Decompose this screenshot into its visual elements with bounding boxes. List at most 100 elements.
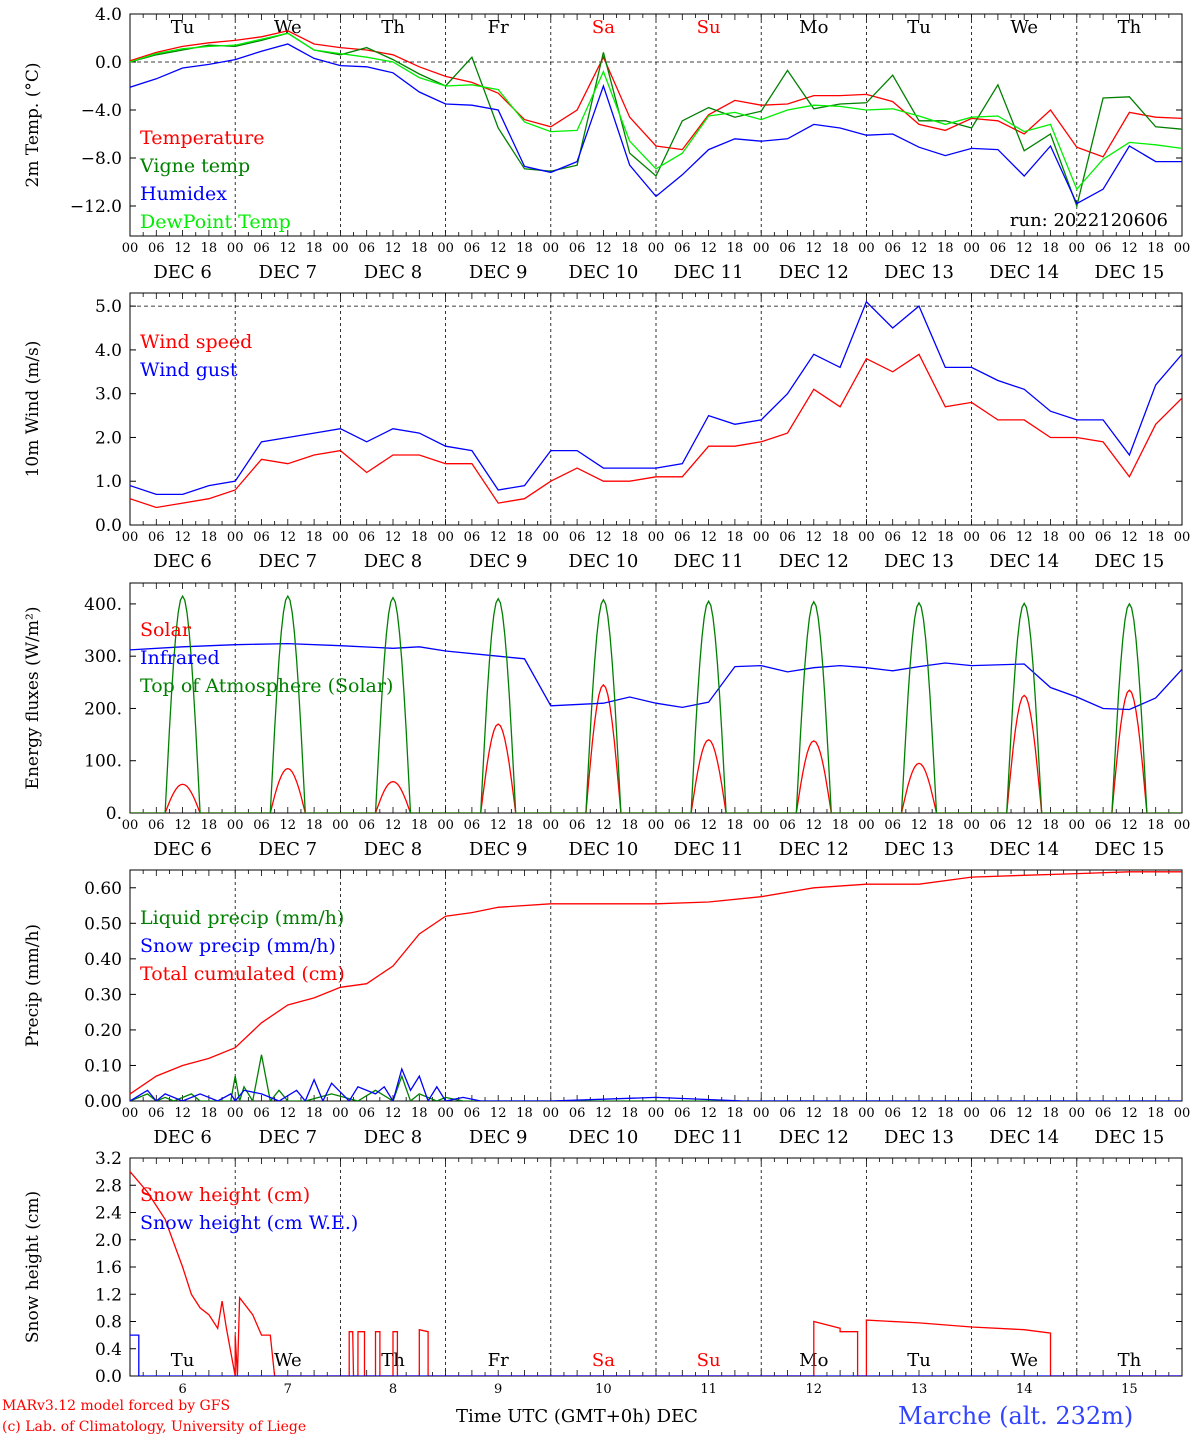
- temp-hour-label: 18: [727, 241, 744, 256]
- precip-date-label: DEC 10: [568, 1127, 638, 1148]
- energy-date-label: DEC 13: [884, 839, 954, 860]
- snow-day-number: 15: [1121, 1382, 1138, 1397]
- energy-date-label: DEC 9: [469, 839, 528, 860]
- energy-hour-label: 18: [832, 818, 849, 833]
- wind-hour-label: 18: [411, 530, 428, 545]
- temp-y-tick-label: −8.0: [81, 149, 122, 169]
- wind-hour-label: 06: [884, 530, 901, 545]
- precip-hour-label: 06: [779, 1106, 796, 1121]
- temp-date-label: DEC 7: [259, 262, 318, 283]
- precip-date-label: DEC 8: [364, 1127, 423, 1148]
- temp-hour-label: 06: [358, 241, 375, 256]
- wind-y-tick-label: 4.0: [95, 341, 122, 361]
- model-credit: MARv3.12 model forced by GFS: [2, 1398, 231, 1414]
- temp-series-temperature: [130, 30, 1182, 158]
- precip-hour-label: 06: [569, 1106, 586, 1121]
- wind-hour-label: 06: [253, 530, 270, 545]
- temp-date-label: DEC 11: [674, 262, 744, 283]
- temp-weekday-label: Tu: [171, 17, 195, 38]
- wind-y-tick-label: 1.0: [95, 472, 122, 492]
- temp-hour-label: 00: [122, 241, 139, 256]
- snow-day-number: 6: [178, 1382, 186, 1397]
- energy-hour-label: 00: [227, 818, 244, 833]
- temp-weekday-label: Fr: [488, 17, 509, 38]
- energy-date-label: DEC 15: [1094, 839, 1164, 860]
- wind-hour-label: 18: [621, 530, 638, 545]
- temp-series-humidex: [130, 43, 1182, 205]
- wind-hour-label: 00: [543, 530, 560, 545]
- precip-hour-label: 00: [963, 1106, 980, 1121]
- temp-date-label: DEC 10: [568, 262, 638, 283]
- energy-hour-label: 00: [543, 818, 560, 833]
- wind-date-label: DEC 12: [779, 551, 849, 572]
- temp-date-label: DEC 9: [469, 262, 528, 283]
- temp-hour-label: 06: [990, 241, 1007, 256]
- wind-hour-label: 00: [1069, 530, 1086, 545]
- snow-weekday-label: Sa: [592, 1350, 615, 1371]
- snow-day-number: 8: [389, 1382, 397, 1397]
- precip-date-label: DEC 11: [674, 1127, 744, 1148]
- wind-hour-label: 18: [1042, 530, 1059, 545]
- wind-date-label: DEC 8: [364, 551, 423, 572]
- snow-y-tick-label: 2.0: [95, 1231, 122, 1251]
- wind-date-label: DEC 13: [884, 551, 954, 572]
- wind-hour-label: 18: [727, 530, 744, 545]
- precip-hour-label: 00: [753, 1106, 770, 1121]
- snow-y-tick-label: 0.8: [95, 1313, 122, 1333]
- temp-hour-label: 12: [806, 241, 823, 256]
- temp-y-tick-label: 0.0: [95, 53, 122, 73]
- precip-hour-label: 12: [490, 1106, 507, 1121]
- temp-date-label: DEC 12: [779, 262, 849, 283]
- snow-y-tick-label: 2.8: [95, 1176, 122, 1196]
- precip-hour-label: 18: [1042, 1106, 1059, 1121]
- energy-hour-label: 12: [595, 818, 612, 833]
- snow-y-tick-label: 0.0: [95, 1367, 122, 1387]
- precip-y-tick-label: 0.50: [84, 914, 122, 934]
- temp-hour-label: 00: [858, 241, 875, 256]
- precip-hour-label: 18: [621, 1106, 638, 1121]
- temp-hour-label: 18: [621, 241, 638, 256]
- precip-hour-label: 00: [227, 1106, 244, 1121]
- x-axis-label-unit: DEC: [656, 1406, 698, 1427]
- precip-date-label: DEC 9: [469, 1127, 528, 1148]
- precip-hour-label: 00: [122, 1106, 139, 1121]
- temp-hour-label: 18: [1147, 241, 1164, 256]
- wind-hour-label: 06: [779, 530, 796, 545]
- precip-hour-label: 00: [858, 1106, 875, 1121]
- energy-y-tick-label: 100.: [84, 752, 122, 772]
- lab-credit: (c) Lab. of Climatology, University of L…: [2, 1419, 307, 1435]
- temp-hour-label: 06: [884, 241, 901, 256]
- wind-hour-label: 06: [464, 530, 481, 545]
- wind-date-label: DEC 14: [989, 551, 1059, 572]
- precip-legend-item: Snow precip (mm/h): [140, 935, 336, 957]
- wind-hour-label: 00: [753, 530, 770, 545]
- wind-legend-item: Wind gust: [140, 359, 238, 381]
- temp-hour-label: 00: [963, 241, 980, 256]
- precip-date-label: DEC 7: [259, 1127, 318, 1148]
- wind-y-tick-label: 0.0: [95, 516, 122, 536]
- energy-hour-label: 06: [674, 818, 691, 833]
- precip-hour-label: 18: [727, 1106, 744, 1121]
- precip-hour-label: 06: [253, 1106, 270, 1121]
- temp-weekday-label: Th: [1118, 17, 1142, 38]
- wind-hour-label: 00: [858, 530, 875, 545]
- temp-hour-label: 12: [595, 241, 612, 256]
- temp-hour-label: 12: [1121, 241, 1138, 256]
- precip-date-label: DEC 13: [884, 1127, 954, 1148]
- energy-hour-label: 18: [1042, 818, 1059, 833]
- energy-hour-label: 00: [332, 818, 349, 833]
- energy-hour-label: 18: [937, 818, 954, 833]
- wind-y-tick-label: 3.0: [95, 385, 122, 405]
- temp-hour-label: 00: [437, 241, 454, 256]
- energy-hour-label: 00: [648, 818, 665, 833]
- wind-hour-label: 06: [1095, 530, 1112, 545]
- wind-hour-label: 12: [700, 530, 717, 545]
- precip-hour-label: 12: [1121, 1106, 1138, 1121]
- precip-hour-label: 06: [148, 1106, 165, 1121]
- snow-weekday-label: Su: [697, 1350, 721, 1371]
- snow-day-number: 14: [1016, 1382, 1033, 1397]
- temp-date-label: DEC 13: [884, 262, 954, 283]
- temp-hour-label: 18: [411, 241, 428, 256]
- wind-hour-label: 06: [358, 530, 375, 545]
